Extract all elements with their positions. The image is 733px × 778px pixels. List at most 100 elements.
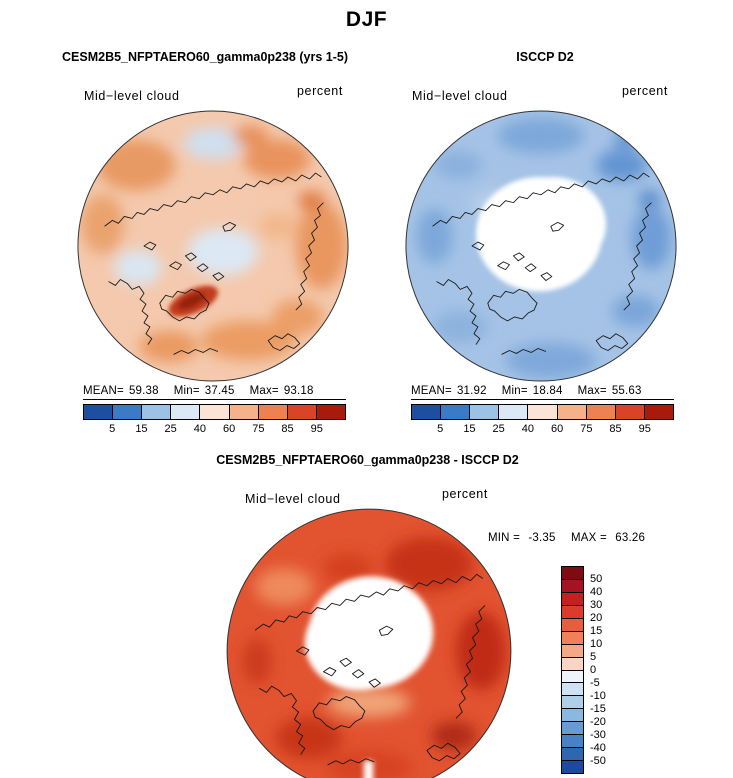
model-map	[77, 110, 349, 382]
colorbar-segment	[644, 405, 673, 419]
obs-mean-label: MEAN=	[411, 385, 452, 397]
diff-colorbar-segment	[562, 579, 583, 593]
obs-panel-title: ISCCP D2	[516, 50, 574, 64]
diff-minmax: MIN = -3.35 MAX = 63.26	[488, 532, 657, 544]
colorbar-tick-label: 95	[310, 423, 323, 435]
diff-colorbar-segment	[562, 605, 583, 619]
diff-colorbar-label: -40	[590, 742, 606, 754]
obs-max-label: Max=	[577, 385, 607, 397]
obs-max-value: 55.63	[611, 385, 642, 397]
colorbar-tick-label: 5	[437, 423, 444, 435]
colorbar-segment	[84, 405, 114, 419]
model-mean-value: 59.38	[128, 385, 159, 397]
colorbar-segment	[441, 405, 471, 419]
diff-colorbar-segment	[562, 683, 583, 697]
colorbar-segment	[470, 405, 500, 419]
figure-title: DJF	[345, 8, 388, 31]
colorbar-segment	[412, 405, 442, 419]
model-colorbar	[83, 404, 346, 420]
colorbar-tick-label: 60	[222, 423, 236, 435]
diff-colorbar-label: 20	[590, 612, 603, 624]
obs-map	[405, 110, 677, 382]
colorbar-tick-label: 25	[164, 423, 177, 435]
diff-colorbar-segment	[562, 592, 583, 606]
colorbar-segment	[528, 405, 558, 419]
diff-colorbar-label: 30	[590, 599, 603, 611]
model-max-label: Max=	[249, 385, 279, 397]
diff-colorbar-segment	[562, 631, 583, 645]
colorbar-segment	[557, 405, 587, 419]
colorbar-tick-label: 75	[252, 423, 265, 435]
diff-colorbar-segment	[562, 657, 583, 671]
diff-panel-title: CESM2B5_NFPTAERO60_gamma0p238 - ISCCP D2	[216, 453, 519, 467]
colorbar-tick-label: 15	[135, 423, 148, 435]
diff-colorbar-label: 10	[590, 638, 603, 650]
colorbar-segment	[287, 405, 317, 419]
diff-colorbar-label: -15	[590, 703, 606, 715]
obs-field-label: Mid−level cloud	[412, 89, 508, 103]
diff-field-label: Mid−level cloud	[245, 492, 341, 506]
diff-colorbar-segment	[562, 735, 583, 749]
obs-mean-value: 31.92	[456, 385, 487, 397]
diff-colorbar-segment	[562, 696, 583, 710]
colorbar-segment	[499, 405, 529, 419]
model-field-label: Mid−level cloud	[84, 89, 180, 103]
obs-units-label: percent	[622, 84, 668, 98]
diff-min-label: MIN =	[488, 532, 520, 544]
model-units-label: percent	[297, 84, 343, 98]
diff-colorbar-segment	[562, 722, 583, 736]
colorbar-segment	[113, 405, 143, 419]
diff-colorbar-label: -10	[590, 690, 606, 702]
diff-colorbar-segment	[562, 670, 583, 684]
colorbar-tick-label: 15	[463, 423, 476, 435]
model-min-value: 37.45	[204, 385, 235, 397]
diff-colorbar-label: -5	[590, 677, 600, 689]
colorbar-tick-label: 25	[492, 423, 505, 435]
diff-map	[226, 508, 512, 778]
diff-colorbar-segment	[562, 644, 583, 658]
diff-colorbar-label: 50	[590, 573, 603, 585]
colorbar-segment	[615, 405, 645, 419]
diff-colorbar-label: 15	[590, 625, 603, 637]
colorbar-segment	[142, 405, 172, 419]
colorbar-segment	[258, 405, 288, 419]
obs-min-value: 18.84	[532, 385, 563, 397]
diff-colorbar-segment	[562, 748, 583, 762]
colorbar-tick-label: 40	[193, 423, 206, 435]
colorbar-tick-label: 5	[109, 423, 116, 435]
colorbar-tick-label: 95	[638, 423, 651, 435]
diff-colorbar-segment	[562, 709, 583, 723]
model-colorbar-ticks: 5 15 25 40 60 75 85 95	[83, 423, 346, 436]
colorbar-segment	[229, 405, 259, 419]
model-panel-title: CESM2B5_NFPTAERO60_gamma0p238 (yrs 1-5)	[62, 50, 348, 64]
diff-units-label: percent	[442, 487, 488, 501]
obs-stats: MEAN= 31.92 Min= 18.84 Max= 55.63	[411, 385, 674, 400]
colorbar-segment	[586, 405, 616, 419]
colorbar-tick-label: 60	[550, 423, 564, 435]
colorbar-segment	[171, 405, 201, 419]
diff-colorbar-label: -20	[590, 716, 606, 728]
colorbar-segment	[200, 405, 230, 419]
diff-colorbar-segment	[562, 761, 583, 773]
model-min-label: Min=	[173, 385, 200, 397]
colorbar-tick-label: 75	[580, 423, 593, 435]
obs-min-label: Min=	[501, 385, 528, 397]
model-mean-label: MEAN=	[83, 385, 124, 397]
diff-colorbar	[561, 566, 584, 774]
diff-colorbar-segment	[562, 567, 583, 580]
model-max-value: 93.18	[283, 385, 314, 397]
diff-colorbar-label: 5	[590, 651, 597, 663]
obs-colorbar-ticks: 5 15 25 40 60 75 85 95	[411, 423, 674, 436]
diff-colorbar-label: -30	[590, 729, 606, 741]
model-stats: MEAN= 59.38 Min= 37.45 Max= 93.18	[83, 385, 346, 400]
diff-min-value: -3.35	[528, 532, 556, 544]
colorbar-segment	[316, 405, 345, 419]
diff-max-label: MAX =	[571, 532, 607, 544]
diff-colorbar-label: 0	[590, 664, 597, 676]
colorbar-tick-label: 85	[609, 423, 622, 435]
diff-colorbar-segment	[562, 618, 583, 632]
colorbar-tick-label: 85	[281, 423, 294, 435]
diff-max-value: 63.26	[615, 532, 646, 544]
diff-colorbar-label: -50	[590, 755, 606, 767]
